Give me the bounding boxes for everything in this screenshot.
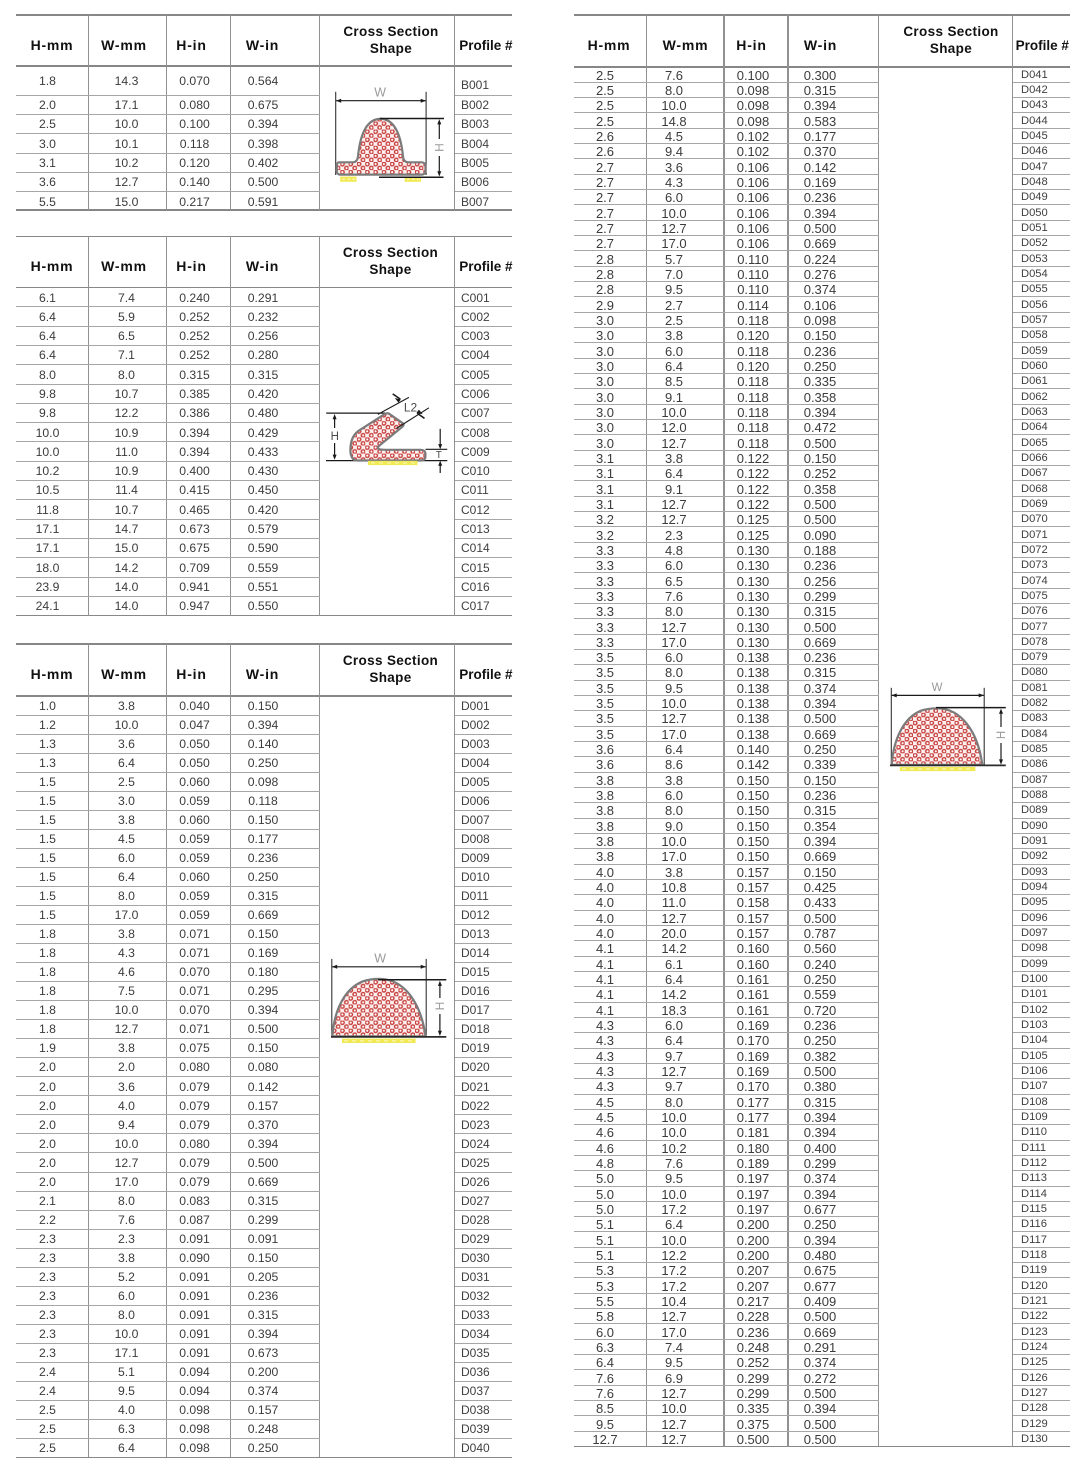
svg-text:W: W: [374, 86, 386, 100]
svg-text:H: H: [432, 143, 446, 152]
svg-text:H: H: [996, 731, 1008, 739]
svg-text:H: H: [433, 1002, 447, 1011]
svg-text:T: T: [436, 450, 442, 461]
svg-text:L2: L2: [404, 401, 418, 415]
svg-text:W: W: [374, 952, 386, 966]
svg-text:H: H: [331, 431, 339, 443]
svg-text:W: W: [932, 682, 943, 694]
